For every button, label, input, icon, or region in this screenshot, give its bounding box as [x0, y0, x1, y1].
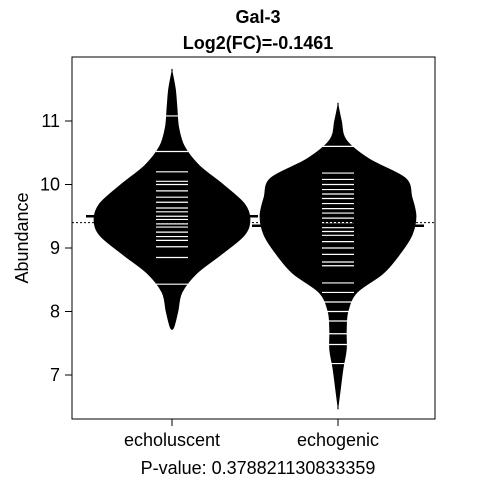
y-axis-label: Abundance — [12, 192, 32, 283]
bean-echoluscent — [86, 68, 258, 330]
bean-shape-echogenic — [259, 102, 417, 410]
y-tick-label-10: 10 — [40, 175, 60, 195]
y-tick-label-11: 11 — [41, 111, 60, 131]
plot-frame — [71, 56, 436, 420]
y-tick-label-8: 8 — [50, 302, 60, 322]
chart-subtitle: Log2(FC)=-0.1461 — [183, 33, 334, 53]
bean-echogenic — [252, 102, 424, 410]
beans-layer — [86, 68, 424, 410]
x-tick-label-echogenic: echogenic — [297, 430, 379, 450]
x-tick-label-echoluscent: echoluscent — [124, 430, 220, 450]
y-axis: 7 8 9 10 11 — [40, 111, 72, 385]
bean-shape-echoluscent — [93, 68, 251, 330]
chart-title: Gal-3 — [235, 7, 280, 27]
y-tick-label-7: 7 — [50, 365, 60, 385]
x-axis-label: P-value: 0.378821130833359 — [141, 458, 376, 478]
x-axis: echoluscent echogenic — [124, 419, 379, 450]
y-tick-label-9: 9 — [50, 238, 60, 258]
